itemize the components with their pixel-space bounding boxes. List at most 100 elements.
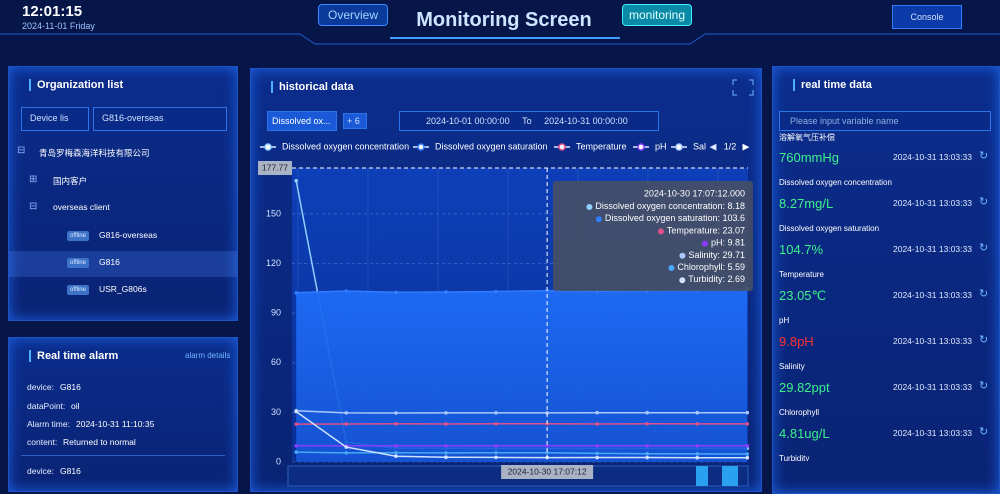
data-point bbox=[746, 452, 750, 456]
data-point bbox=[695, 444, 699, 448]
tooltip-name: Chlorophyll bbox=[677, 262, 722, 272]
data-point bbox=[645, 422, 649, 426]
tooltip-name: Dissolved oxygen saturation bbox=[605, 214, 718, 224]
tooltip-value: 8.18 bbox=[727, 201, 745, 211]
data-point bbox=[595, 422, 599, 426]
legend-label: Dissolved oxygen saturation bbox=[435, 141, 548, 151]
data-point bbox=[344, 411, 348, 415]
data-point bbox=[494, 444, 498, 448]
slider-handle bbox=[696, 466, 708, 486]
legend-marker bbox=[638, 144, 644, 150]
data-point bbox=[444, 455, 448, 459]
legend-prev[interactable]: ◀ bbox=[710, 141, 717, 151]
pointer-y-label: 177.77 bbox=[262, 162, 288, 172]
tooltip-value: 5.59 bbox=[727, 262, 745, 272]
tooltip-dot bbox=[702, 241, 708, 247]
data-point bbox=[494, 451, 498, 455]
data-point bbox=[394, 444, 398, 448]
data-point bbox=[746, 411, 750, 415]
legend-page: 1/2 bbox=[724, 141, 737, 151]
legend-marker bbox=[559, 144, 565, 150]
y-tick-label: 0 bbox=[276, 456, 281, 466]
legend: Dissolved oxygen concentration Dissolved … bbox=[260, 141, 723, 151]
tooltip-entry: Salinity: 29.71 bbox=[688, 250, 745, 260]
data-point bbox=[294, 291, 298, 295]
data-point bbox=[746, 444, 750, 448]
tooltip-entry: Dissolved oxygen concentration: 8.18 bbox=[595, 201, 745, 211]
tooltip-title: 2024-10-30 17:07:12.000 bbox=[644, 188, 745, 198]
expand-icon[interactable] bbox=[733, 80, 753, 95]
legend-marker bbox=[676, 144, 682, 150]
tooltip-value: 103.6 bbox=[722, 214, 745, 224]
data-point bbox=[695, 452, 699, 456]
data-point bbox=[394, 291, 398, 295]
tooltip-value: 9.81 bbox=[727, 238, 745, 248]
tooltip-value: 29.71 bbox=[722, 250, 745, 260]
data-point bbox=[344, 289, 348, 293]
data-point bbox=[645, 444, 649, 448]
slider-handle bbox=[722, 466, 738, 486]
data-point bbox=[494, 411, 498, 415]
tooltip-dot bbox=[679, 253, 685, 259]
tooltip-name: Dissolved oxygen concentration bbox=[595, 201, 722, 211]
tooltip-name: pH bbox=[711, 238, 723, 248]
data-point bbox=[645, 456, 649, 460]
tooltip-value: 2.69 bbox=[727, 275, 745, 285]
tooltip-dot bbox=[586, 204, 592, 210]
tooltip-dot bbox=[596, 216, 602, 222]
data-point bbox=[494, 422, 498, 426]
data-point bbox=[444, 411, 448, 415]
tooltip-entry: Chlorophyll: 5.59 bbox=[677, 262, 745, 272]
tooltip-entry: pH: 9.81 bbox=[711, 238, 745, 248]
data-point bbox=[746, 422, 750, 426]
legend-marker bbox=[265, 144, 271, 150]
legend-label: Salinity bbox=[693, 141, 723, 151]
data-point bbox=[695, 411, 699, 415]
tooltip-entry: Dissolved oxygen saturation: 103.6 bbox=[605, 214, 745, 224]
data-point bbox=[695, 422, 699, 426]
legend-marker bbox=[418, 144, 424, 150]
data-point bbox=[294, 450, 298, 454]
legend-label: Dissolved oxygen concentration bbox=[282, 141, 409, 151]
data-point bbox=[394, 451, 398, 455]
data-point bbox=[444, 290, 448, 294]
data-point bbox=[595, 452, 599, 456]
area bbox=[296, 289, 747, 462]
legend-next[interactable]: ▶ bbox=[743, 141, 750, 151]
data-point bbox=[595, 411, 599, 415]
tooltip-name: Temperature bbox=[667, 226, 718, 236]
data-point bbox=[394, 411, 398, 415]
y-tick-label: 30 bbox=[271, 407, 281, 417]
data-point bbox=[394, 454, 398, 458]
y-tick-label: 90 bbox=[271, 308, 281, 318]
y-tick-label: 150 bbox=[266, 208, 281, 218]
legend-label: pH bbox=[655, 141, 667, 151]
legend-label: Temperature bbox=[576, 141, 627, 151]
data-point bbox=[294, 410, 298, 414]
tooltip-entry: Turbidity: 2.69 bbox=[688, 275, 745, 285]
data-point bbox=[444, 422, 448, 426]
data-point bbox=[595, 456, 599, 460]
data-point bbox=[444, 451, 448, 455]
tooltip-dot bbox=[668, 265, 674, 271]
tooltip-value: 23.07 bbox=[722, 226, 745, 236]
data-point bbox=[494, 290, 498, 294]
y-tick-label: 120 bbox=[266, 258, 281, 268]
tooltip-dot bbox=[679, 277, 685, 283]
data-point bbox=[444, 444, 448, 448]
data-point bbox=[294, 422, 298, 426]
y-tick-label: 60 bbox=[271, 357, 281, 367]
data-point bbox=[294, 179, 298, 183]
data-point bbox=[344, 451, 348, 455]
data-point bbox=[394, 422, 398, 426]
tooltip-name: Salinity bbox=[688, 250, 718, 260]
tooltip-dot bbox=[658, 228, 664, 234]
data-point bbox=[645, 411, 649, 415]
data-point bbox=[494, 456, 498, 460]
tooltip-name: Turbidity bbox=[688, 275, 723, 285]
data-point bbox=[344, 445, 348, 449]
data-point bbox=[294, 444, 298, 448]
tooltip-entry: Temperature: 23.07 bbox=[667, 226, 745, 236]
pointer-x-label: 2024-10-30 17:07:12 bbox=[508, 466, 587, 476]
